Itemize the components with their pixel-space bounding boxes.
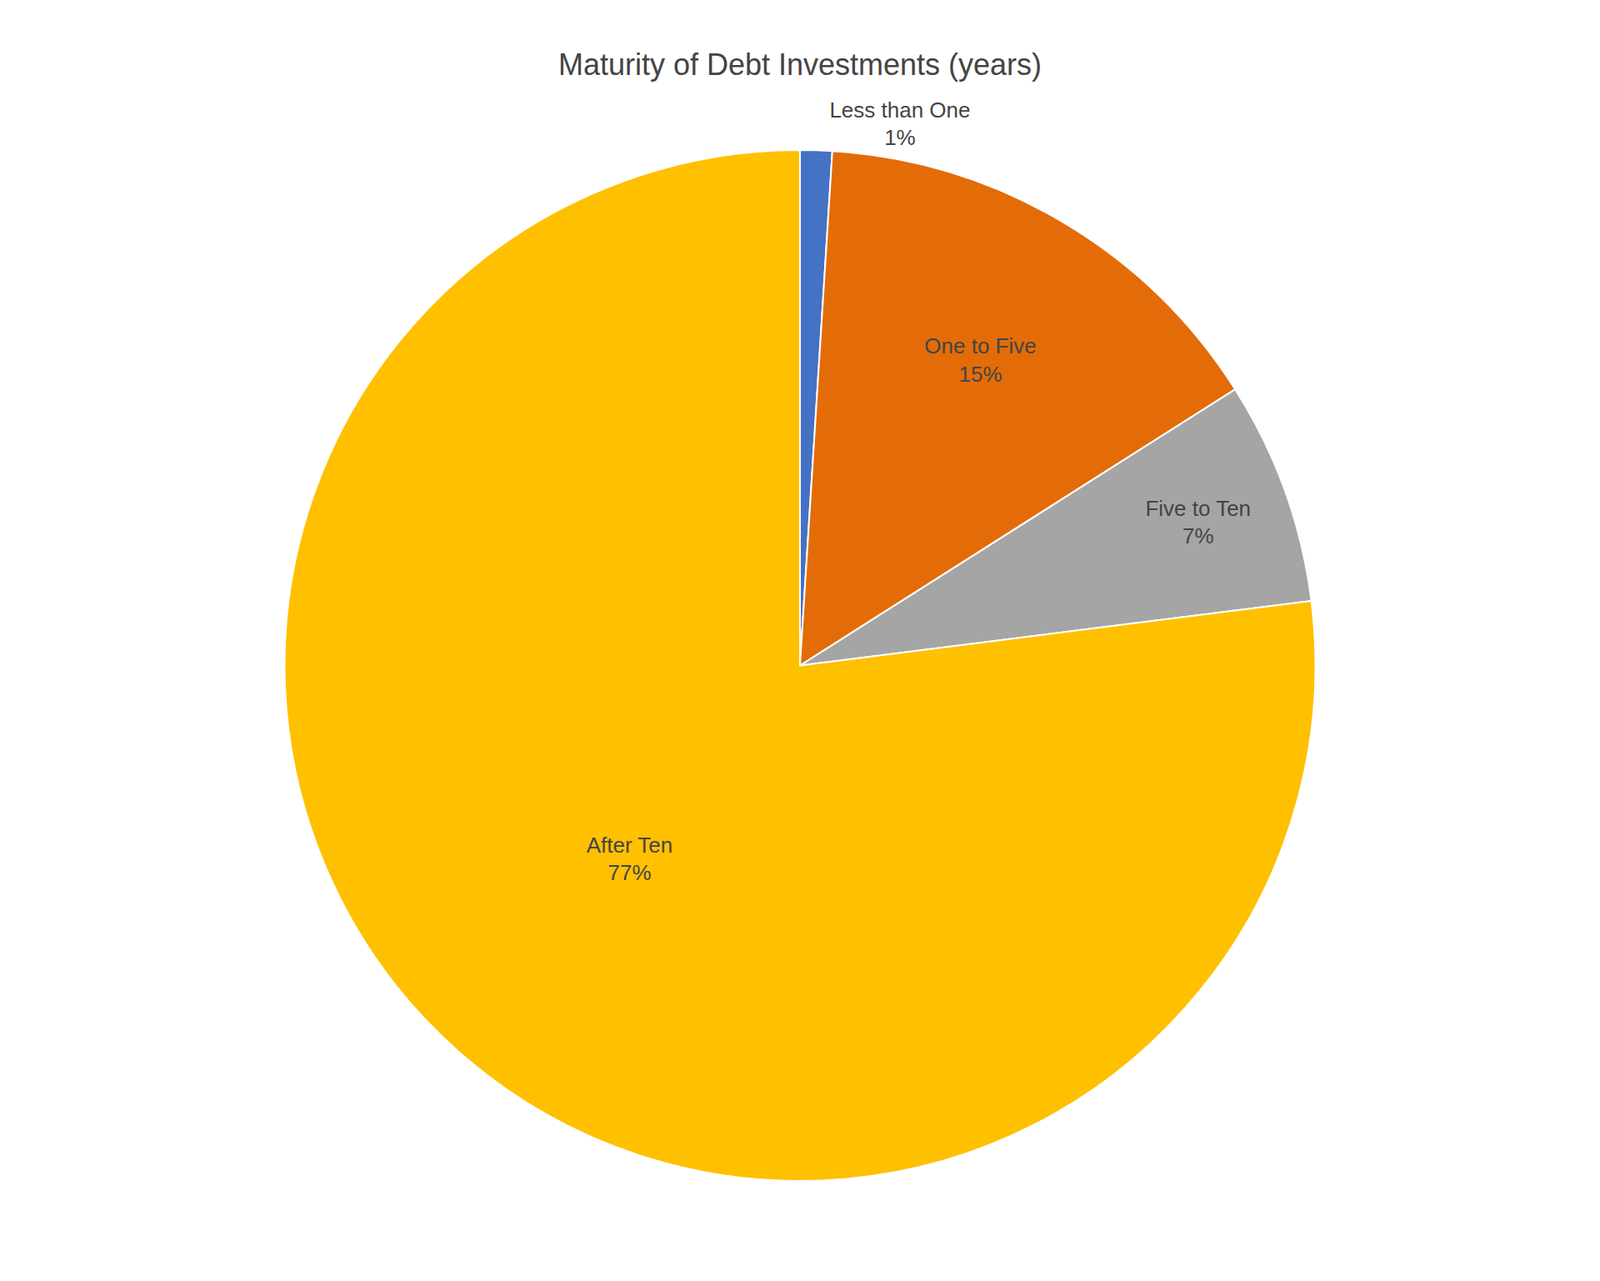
svg-text:Maturity of Debt Investments (: Maturity of Debt Investments (years) [558, 47, 1042, 82]
svg-text:After Ten77%: After Ten77% [586, 832, 674, 886]
svg-text:Five to Ten7%: Five to Ten7% [1145, 495, 1251, 550]
svg-text:One to Five15%: One to Five15% [924, 333, 1036, 387]
svg-text:Less than One1%: Less than One1% [829, 97, 970, 151]
